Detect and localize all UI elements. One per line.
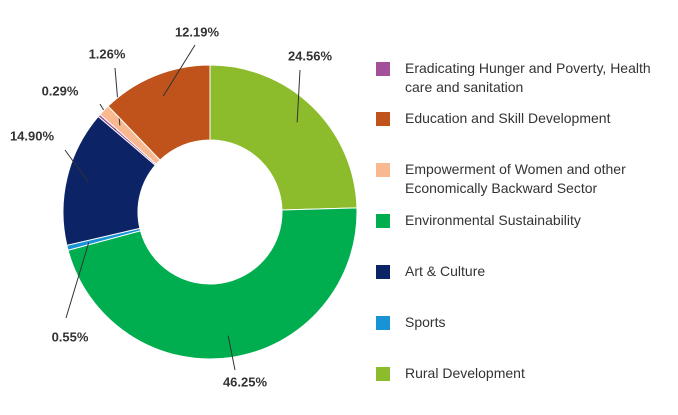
- slice: [209, 64, 358, 211]
- legend-label: Empowerment of Women and other Economica…: [405, 161, 626, 196]
- leader-line: [162, 44, 196, 97]
- legend-label: Environmental Sustainability: [405, 212, 581, 228]
- slice: [107, 64, 211, 161]
- data-label: 0.29%: [42, 83, 79, 98]
- legend-swatch: [376, 112, 390, 126]
- slice: [67, 207, 358, 360]
- legend-label: Rural Development: [405, 365, 525, 381]
- leader-line: [65, 242, 90, 319]
- data-label: 24.56%: [288, 48, 333, 63]
- data-label: 1.26%: [89, 46, 126, 61]
- legend-swatch: [376, 265, 390, 279]
- legend-swatch: [376, 316, 390, 330]
- legend-label: Eradicating Hunger and Poverty, Health c…: [405, 60, 651, 95]
- legend-swatch: [376, 367, 390, 381]
- data-label: 14.90%: [10, 128, 55, 143]
- leader-line: [296, 69, 301, 123]
- data-label: 12.19%: [175, 24, 220, 39]
- legend-label: Sports: [405, 314, 446, 330]
- data-label: 46.25%: [223, 374, 268, 389]
- leader-line: [64, 149, 89, 183]
- legend-swatch: [376, 214, 390, 228]
- legend-label: Education and Skill Development: [405, 110, 611, 126]
- legend-swatch: [376, 62, 390, 76]
- legend-label: Art & Culture: [405, 263, 486, 279]
- leader-line: [227, 335, 236, 371]
- data-label: 0.55%: [52, 329, 89, 344]
- legend-swatch: [376, 163, 390, 177]
